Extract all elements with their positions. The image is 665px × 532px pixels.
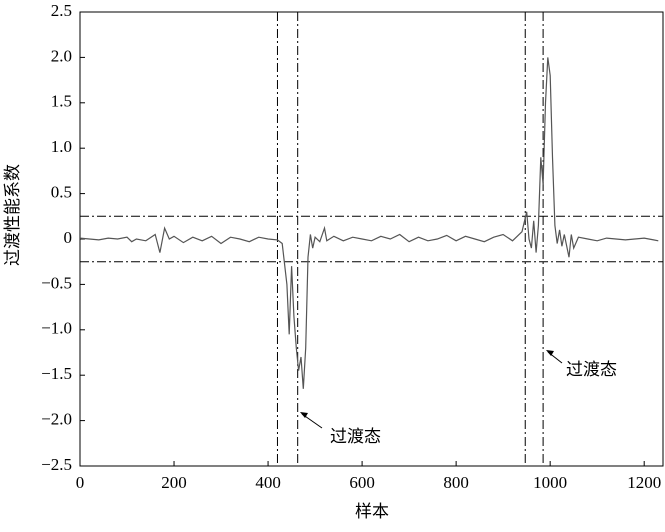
data-line: [79, 57, 659, 389]
x-tick-label: 600: [349, 473, 375, 492]
y-tick-label: −2.5: [41, 455, 72, 474]
y-tick-label: −1.5: [41, 364, 72, 383]
arrow-head: [546, 350, 554, 356]
y-tick-label: 1.0: [51, 137, 72, 156]
y-tick-label: 2.5: [51, 1, 72, 20]
y-tick-label: 2.0: [51, 46, 72, 65]
y-tick-label: 1.5: [51, 92, 72, 111]
y-tick-label: 0: [64, 228, 73, 247]
y-tick-label: −2.0: [41, 410, 72, 429]
x-tick-label: 1000: [533, 473, 567, 492]
y-tick-label: −0.5: [41, 273, 72, 292]
plot-frame: [79, 11, 664, 467]
x-tick-label: 800: [443, 473, 469, 492]
y-axis-label: 过渡性能系数: [3, 164, 22, 266]
y-tick-label: −1.0: [41, 319, 72, 338]
x-axis-label: 样本: [355, 502, 389, 521]
annotation: 过渡态: [566, 360, 617, 379]
y-tick-label: 0.5: [51, 183, 72, 202]
x-tick-label: 0: [76, 473, 85, 492]
x-tick-label: 200: [161, 473, 187, 492]
x-tick-label: 1200: [627, 473, 661, 492]
arrow-head: [300, 412, 308, 418]
x-tick-label: 400: [255, 473, 281, 492]
annotation: 过渡态: [330, 427, 381, 446]
